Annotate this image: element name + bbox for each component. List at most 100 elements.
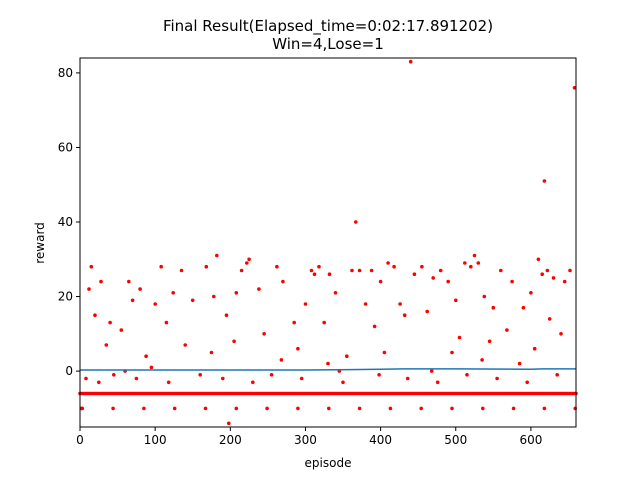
chart-subtitle: Win=4,Lose=1 [272, 35, 383, 53]
data-point [408, 59, 413, 64]
data-point [469, 264, 473, 269]
data-point [438, 268, 443, 273]
y-tick-label: 20 [58, 290, 73, 304]
data-point [377, 373, 381, 377]
data-point [463, 261, 467, 265]
data-point [357, 406, 362, 411]
data-point [510, 279, 514, 284]
chart-title: Final Result(Elapsed_time=0:02:17.891202… [163, 17, 493, 36]
data-point [97, 380, 101, 385]
data-point [234, 291, 239, 295]
y-axis-label: reward [33, 222, 47, 264]
data-point [84, 376, 88, 381]
data-point [542, 179, 547, 183]
data-point [251, 380, 255, 385]
data-point [450, 350, 454, 355]
data-point [429, 369, 434, 373]
data-point [269, 373, 274, 377]
data-point [499, 268, 503, 273]
data-point [542, 406, 547, 411]
data-point [142, 406, 146, 411]
data-point [446, 279, 451, 284]
x-tick-label: 600 [519, 433, 542, 447]
data-point [279, 358, 284, 362]
x-tick-label: 500 [444, 433, 467, 447]
data-point [239, 268, 244, 273]
data-point [281, 279, 285, 284]
data-point [183, 343, 187, 347]
y-tick-label: 80 [58, 66, 73, 80]
data-point [435, 380, 440, 385]
data-point [87, 287, 91, 291]
x-tick-label: 400 [369, 433, 392, 447]
data-point [388, 406, 393, 411]
data-point [296, 346, 300, 351]
data-point [547, 317, 552, 321]
data-point [454, 298, 458, 303]
data-point [517, 361, 522, 366]
data-point [179, 268, 184, 273]
data-point [257, 287, 261, 291]
data-point [369, 268, 374, 273]
data-point [392, 264, 396, 269]
data-point [127, 279, 131, 284]
data-point [221, 376, 225, 381]
data-point [317, 264, 321, 269]
data-point [209, 350, 214, 355]
data-point [341, 380, 345, 385]
data-point [525, 380, 529, 385]
data-point [215, 253, 219, 258]
plot-frame [79, 57, 577, 428]
data-point [247, 257, 251, 262]
data-point [303, 302, 308, 306]
data-point [398, 302, 402, 306]
data-point [326, 361, 330, 366]
y-tick-label: 0 [65, 364, 73, 378]
data-point [292, 320, 297, 325]
data-point [425, 309, 430, 314]
data-point [144, 354, 148, 359]
data-point [431, 276, 436, 280]
data-point [481, 406, 485, 411]
data-point [149, 365, 154, 370]
data-point [405, 376, 410, 381]
data-point [487, 339, 492, 344]
data-point [495, 376, 499, 381]
data-point [171, 291, 175, 295]
data-point [572, 86, 577, 90]
data-point [275, 264, 279, 269]
data-point [296, 406, 300, 411]
data-point [555, 373, 559, 377]
data-point [198, 373, 202, 377]
data-point [372, 324, 377, 329]
data-point [119, 328, 124, 332]
data-point [420, 264, 424, 269]
y-tick-label: 40 [58, 215, 73, 229]
data-point [402, 313, 407, 318]
data-point [108, 320, 112, 325]
data-point [551, 276, 556, 280]
data-point [480, 358, 484, 362]
data-point [465, 373, 469, 377]
data-point [450, 406, 454, 411]
data-point [511, 406, 516, 411]
data-point [382, 350, 387, 355]
data-point [89, 264, 94, 269]
data-point [99, 279, 103, 284]
data-point [153, 302, 157, 306]
data-point [354, 220, 358, 224]
data-point [134, 376, 139, 381]
data-point [529, 291, 533, 295]
x-tick-label: 0 [76, 433, 84, 447]
data-point [357, 268, 362, 273]
x-tick-label: 300 [294, 433, 317, 447]
data-point [227, 421, 231, 426]
x-tick-label: 200 [219, 433, 242, 447]
data-point [491, 305, 496, 310]
points-layer [78, 59, 578, 426]
data-point [112, 373, 116, 377]
data-point [104, 343, 109, 347]
data-point [265, 406, 269, 411]
data-point [172, 406, 177, 411]
